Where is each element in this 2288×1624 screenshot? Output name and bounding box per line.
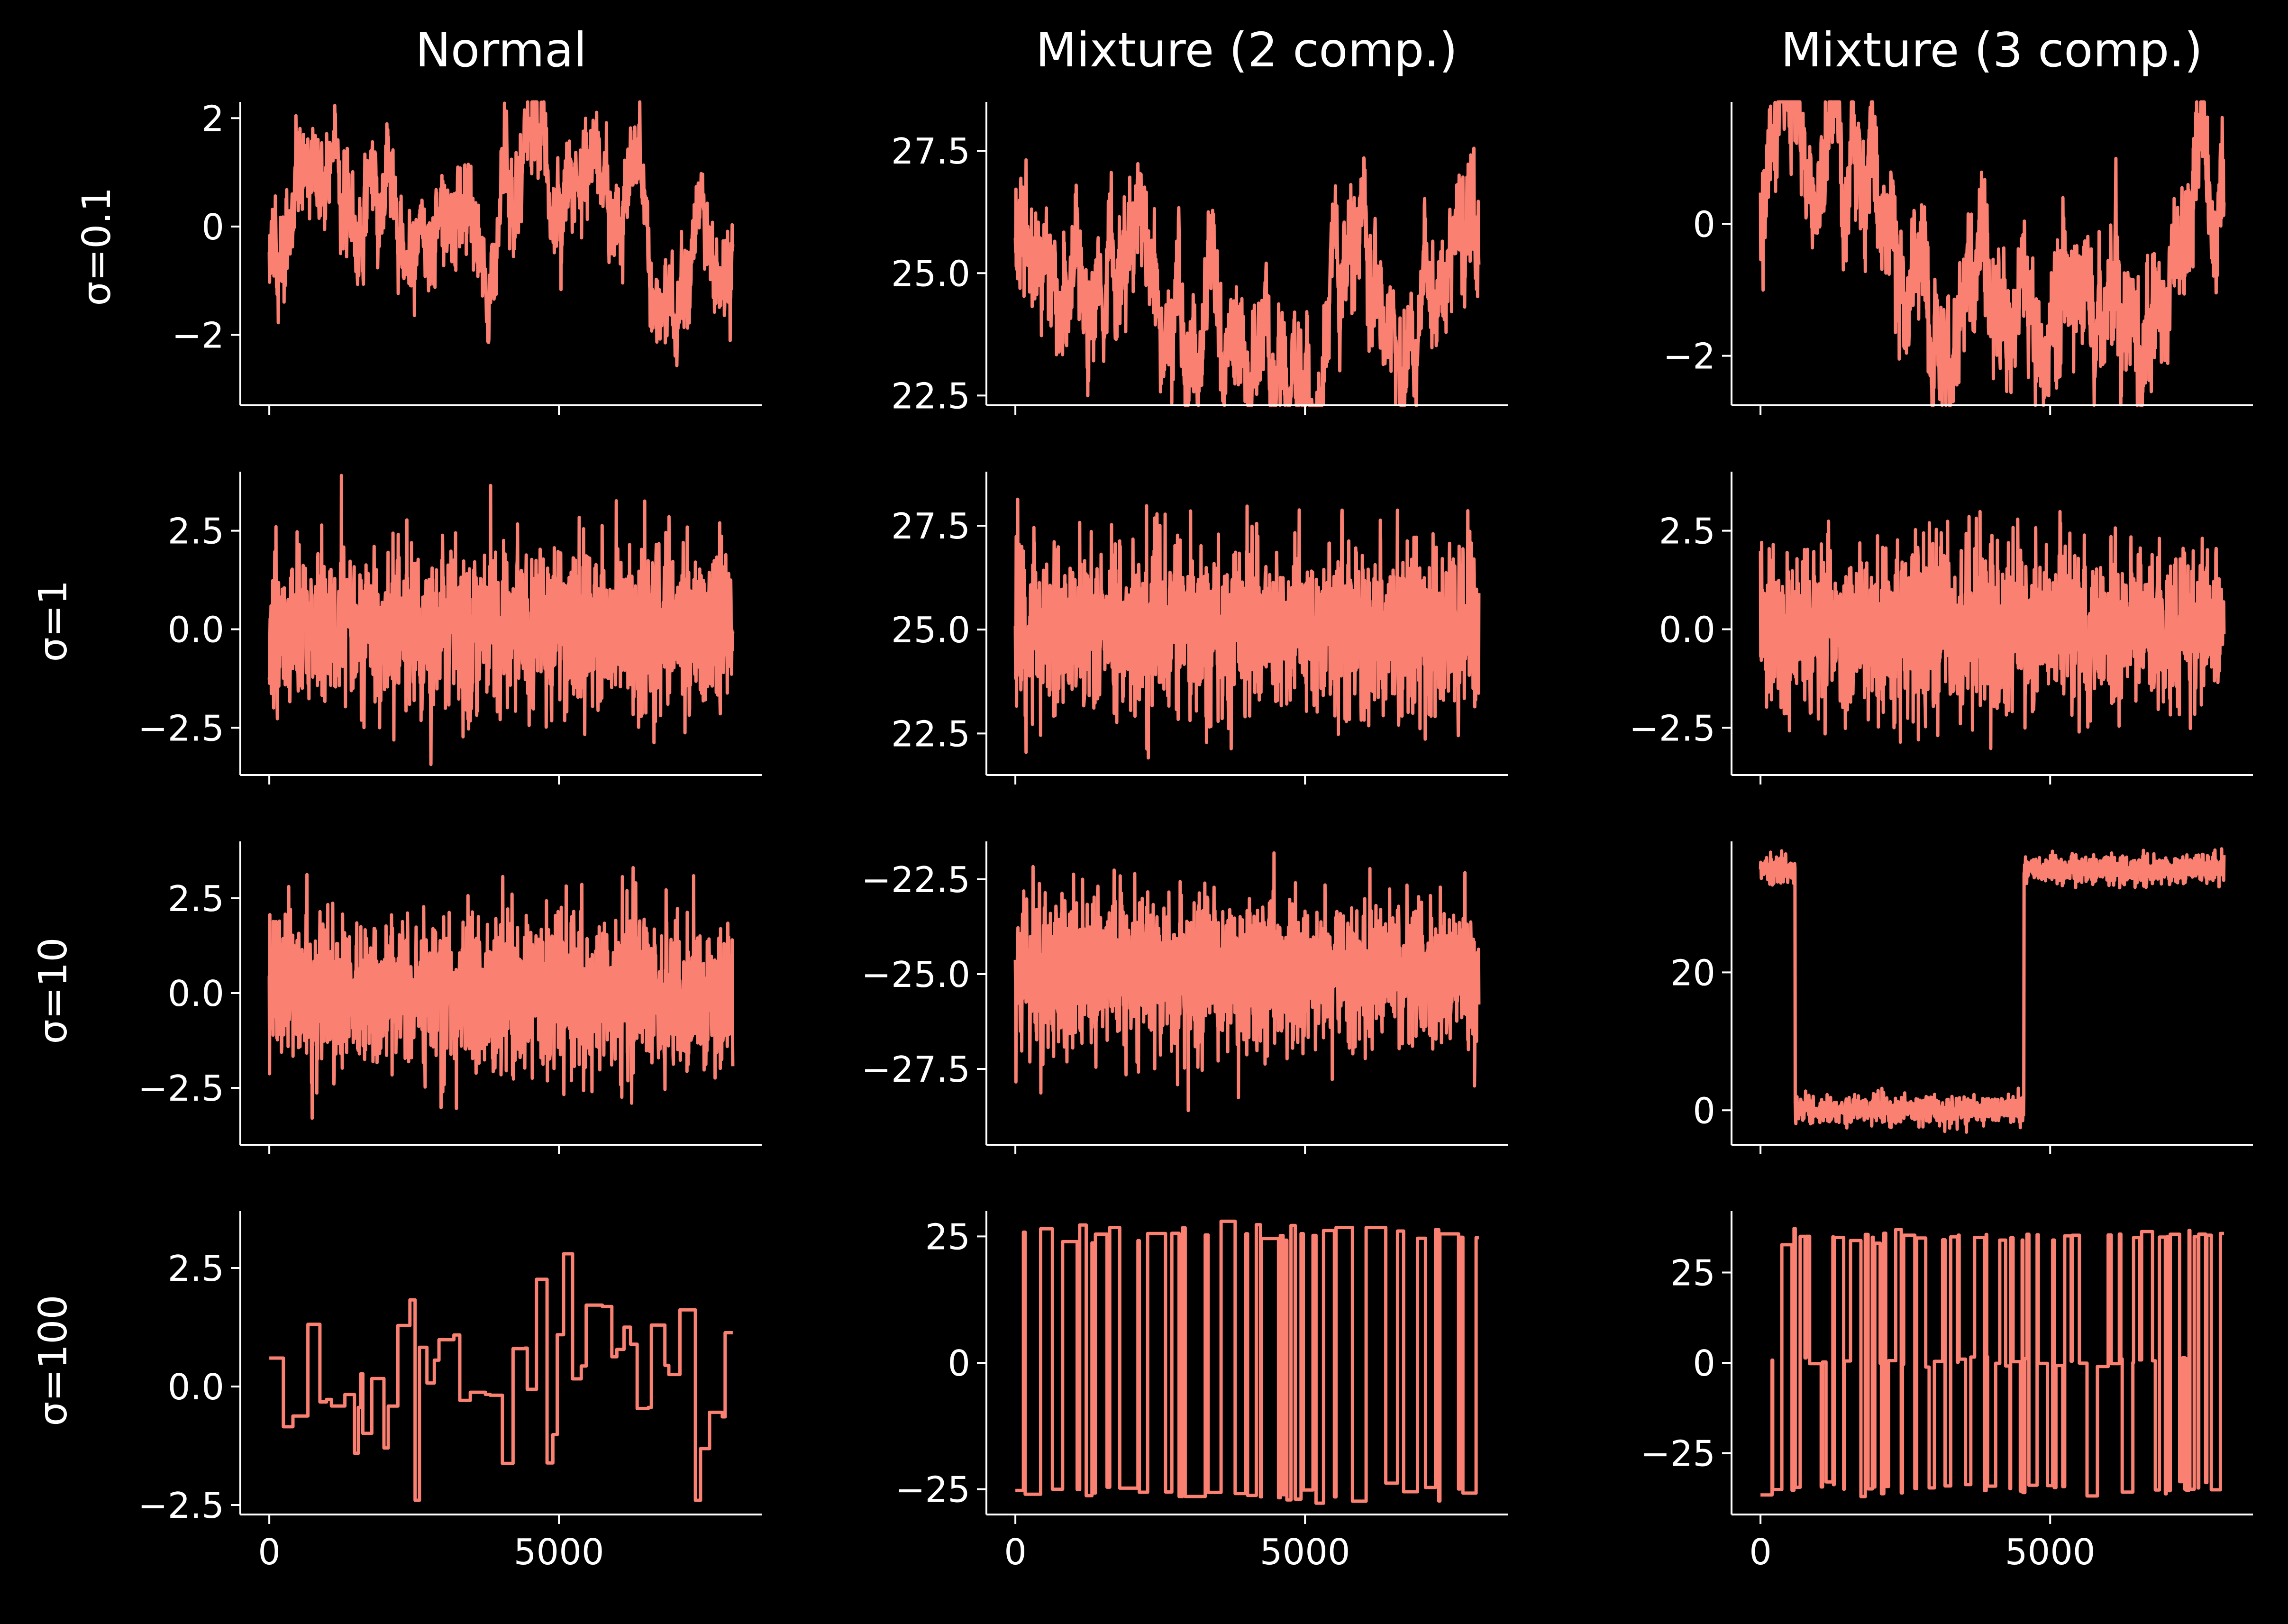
y-tick-label: 0 xyxy=(948,1342,970,1384)
column-title-mixture-2: Mixture (2 comp.) xyxy=(1036,22,1458,78)
panel-grid: −2 0 2 22.5 25.0 27.5 −2 0 −2.5 0.0 2.5 22.5 25.0 27.… xyxy=(138,98,2253,1573)
y-tick-label: 0 xyxy=(201,206,224,248)
trace-line xyxy=(1759,100,2226,407)
trace-line xyxy=(1759,847,2226,1134)
y-tick-label: 2 xyxy=(201,98,224,139)
panel-r0-c1: 22.5 25.0 27.5 xyxy=(891,102,1508,417)
panel-r1-c0: −2.5 0.0 2.5 xyxy=(138,472,762,785)
y-tick-label: −2.5 xyxy=(138,1485,224,1526)
x-tick-label: 5000 xyxy=(1260,1531,1350,1573)
y-tick-label: 25.0 xyxy=(891,609,970,651)
y-tick-label: 27.5 xyxy=(891,130,970,172)
y-tick-label: −2.5 xyxy=(1629,707,1715,749)
x-tick-label: 0 xyxy=(1749,1531,1772,1573)
trace-line xyxy=(267,474,735,766)
y-tick-label: −2.5 xyxy=(138,1067,224,1109)
y-tick-label: 0.0 xyxy=(168,1366,224,1408)
trace-line xyxy=(1013,497,1481,760)
y-tick-label: 25 xyxy=(925,1216,970,1258)
y-tick-label: 25 xyxy=(1670,1252,1715,1294)
y-tick-label: 25.0 xyxy=(891,253,970,294)
panel-r3-c2: −25 0 25 0 5000 xyxy=(1641,1211,2253,1573)
y-tick-label: 0 xyxy=(1693,1090,1715,1131)
y-tick-label: 0.0 xyxy=(168,973,224,1014)
y-tick-label: 0.0 xyxy=(168,609,224,650)
y-tick-label: 2.5 xyxy=(168,1248,224,1289)
panel-r1-c1: 22.5 25.0 27.5 xyxy=(891,472,1508,785)
y-tick-label: −22.5 xyxy=(861,859,970,901)
y-tick-label: 2.5 xyxy=(1659,511,1715,552)
y-tick-label: 2.5 xyxy=(168,878,224,920)
panel-r0-c2: −2 0 xyxy=(1663,100,2253,415)
y-tick-label: −27.5 xyxy=(861,1049,970,1090)
y-tick-label: 0 xyxy=(1693,1342,1715,1384)
column-title-mixture-3: Mixture (3 comp.) xyxy=(1781,22,2203,78)
y-tick-label: 0 xyxy=(1693,203,1715,245)
trace-line xyxy=(1013,851,1481,1113)
y-tick-label: 2.5 xyxy=(168,511,224,552)
y-tick-label: 22.5 xyxy=(891,375,970,417)
y-tick-label: −25 xyxy=(1641,1432,1715,1474)
row-label-sigma-1: σ=1 xyxy=(31,580,76,662)
column-title-normal: Normal xyxy=(415,22,587,78)
panel-r2-c1: −27.5 −25.0 −22.5 xyxy=(861,841,1508,1154)
y-tick-label: −2.5 xyxy=(138,707,224,749)
y-tick-label: −2 xyxy=(1663,336,1715,377)
y-tick-label: −25.0 xyxy=(861,954,970,995)
row-label-sigma-100: σ=100 xyxy=(31,1295,76,1426)
y-tick-label: 22.5 xyxy=(891,713,970,755)
x-tick-label: 5000 xyxy=(2005,1531,2096,1573)
panel-r1-c2: −2.5 0.0 2.5 xyxy=(1629,472,2253,785)
row-label-sigma-0-1: σ=0.1 xyxy=(74,187,119,306)
x-tick-label: 5000 xyxy=(514,1531,604,1573)
y-tick-label: 20 xyxy=(1670,952,1715,994)
trace-line xyxy=(1013,146,1481,407)
panel-r0-c0: −2 0 2 xyxy=(172,98,762,415)
y-tick-label: −2 xyxy=(172,314,224,356)
x-tick-label: 0 xyxy=(258,1531,281,1573)
panel-r2-c2: 0 20 xyxy=(1670,841,2253,1154)
x-tick-label: 0 xyxy=(1004,1531,1027,1573)
panel-r3-c1: −25 0 25 0 5000 xyxy=(895,1211,1508,1573)
trace-line xyxy=(267,100,735,367)
trace-line xyxy=(1760,1227,2224,1498)
trace-line xyxy=(1759,510,2226,750)
trace-line xyxy=(1015,1219,1479,1505)
trace-line xyxy=(267,866,735,1120)
y-tick-label: 27.5 xyxy=(891,505,970,547)
y-tick-label: 0.0 xyxy=(1659,609,1715,650)
row-label-sigma-10: σ=10 xyxy=(31,937,76,1044)
panel-r2-c0: −2.5 0.0 2.5 xyxy=(138,841,762,1154)
y-tick-label: −25 xyxy=(895,1469,970,1511)
panel-r3-c0: −2.5 0.0 2.5 0 5000 xyxy=(138,1211,762,1573)
trace-line xyxy=(269,1252,733,1502)
